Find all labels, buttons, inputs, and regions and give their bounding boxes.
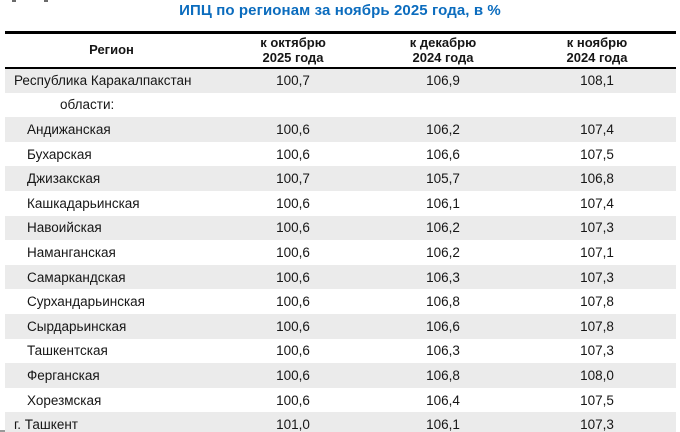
page-title: ИПЦ по регионам за ноябрь 2025 года, в %	[179, 2, 501, 19]
value-cell: 100,6	[276, 343, 310, 359]
value-cell: 100,6	[276, 392, 310, 408]
table-row: Андижанская 100,6 106,2 107,4	[5, 117, 676, 142]
table-row: Наманганская 100,6 106,2 107,1	[5, 240, 676, 265]
value-cell: 106,8	[426, 294, 460, 310]
value-cell: 100,6	[276, 122, 310, 138]
value-cell: 106,4	[426, 392, 460, 408]
table-header-row: Регион к октябрю 2025 года к декабрю 202…	[5, 31, 676, 70]
value-cell: 106,2	[426, 245, 460, 261]
value-cell: 106,1	[426, 417, 460, 432]
table-row: Сырдарьинская 100,6 106,6 107,8	[5, 314, 676, 339]
value-cell: 105,7	[426, 171, 460, 187]
value-cell: 107,3	[580, 220, 614, 236]
region-cell: Самаркандская	[27, 269, 126, 285]
table-row: Ферганская 100,6 106,8 108,0	[5, 363, 676, 388]
value-cell: 106,3	[426, 343, 460, 359]
region-cell: Ташкентская	[27, 343, 108, 359]
value-cell: 100,6	[276, 294, 310, 310]
table-row: Бухарская 100,6 106,6 107,5	[5, 142, 676, 167]
value-cell	[518, 93, 676, 118]
value-cell: 100,6	[276, 245, 310, 261]
region-cell: г. Ташкент	[14, 417, 78, 432]
cropped-border-fragment	[0, 430, 96, 432]
value-cell: 100,7	[276, 171, 310, 187]
table-row: области:	[5, 93, 676, 118]
table-row: Самаркандская 100,6 106,3 107,3	[5, 264, 676, 290]
value-cell	[218, 93, 368, 118]
region-cell: Бухарская	[27, 146, 92, 162]
value-cell: 106,8	[580, 171, 614, 187]
region-cell: Джизакская	[27, 171, 101, 187]
value-cell: 100,6	[276, 368, 310, 384]
ipc-regions-table: Регион к октябрю 2025 года к декабрю 202…	[5, 31, 676, 432]
value-cell: 107,5	[580, 146, 614, 162]
region-cell: области:	[60, 97, 115, 113]
value-cell: 107,3	[580, 417, 614, 432]
table-row: Хорезмская 100,6 106,4 107,5	[5, 388, 676, 413]
table-row: Сурхандарьинская 100,6 106,8 107,8	[5, 289, 676, 314]
value-cell: 106,9	[426, 73, 460, 89]
value-cell: 100,6	[276, 269, 310, 285]
value-cell: 107,4	[580, 195, 614, 211]
value-cell: 106,2	[426, 122, 460, 138]
value-cell: 106,3	[426, 269, 460, 285]
region-cell: Наманганская	[27, 245, 116, 261]
value-cell: 108,1	[580, 73, 614, 89]
header-to-nov-2024: к ноябрю 2024 года	[518, 31, 676, 70]
region-cell: Кашкадарьинская	[27, 195, 140, 211]
cropped-text-fragment	[44, 0, 48, 2]
value-cell: 107,3	[580, 269, 614, 285]
value-cell: 107,8	[580, 318, 614, 334]
table-row: г. Ташкент 101,0 106,1 107,3	[5, 412, 676, 432]
region-cell: Сырдарьинская	[27, 318, 127, 334]
value-cell: 100,6	[276, 195, 310, 211]
table-row: Навоийская 100,6 106,2 107,3	[5, 215, 676, 241]
region-cell: Навоийская	[27, 220, 102, 236]
value-cell: 106,6	[426, 318, 460, 334]
value-cell: 100,6	[276, 146, 310, 162]
table-row: Ташкентская 100,6 106,3 107,3	[5, 339, 676, 364]
value-cell: 107,5	[580, 392, 614, 408]
region-cell: Андижанская	[27, 122, 111, 138]
cropped-text-fragment	[12, 0, 16, 2]
table-row: Республика Каракалпакстан 100,7 106,9 10…	[5, 68, 676, 93]
header-to-oct-2025: к октябрю 2025 года	[218, 31, 368, 70]
value-cell: 107,4	[580, 122, 614, 138]
region-cell: Ферганская	[27, 368, 100, 384]
value-cell: 100,6	[276, 318, 310, 334]
value-cell: 100,7	[276, 73, 310, 89]
table-row: Кашкадарьинская 100,6 106,1 107,4	[5, 191, 676, 216]
value-cell: 107,1	[580, 245, 614, 261]
header-region: Регион	[5, 31, 218, 70]
value-cell	[368, 93, 518, 118]
table-row: Джизакская 100,7 105,7 106,8	[5, 166, 676, 192]
value-cell: 107,3	[580, 343, 614, 359]
value-cell: 107,8	[580, 294, 614, 310]
value-cell: 106,2	[426, 220, 460, 236]
value-cell: 101,0	[276, 417, 310, 432]
value-cell: 106,6	[426, 146, 460, 162]
region-cell: Республика Каракалпакстан	[14, 73, 192, 89]
value-cell: 106,1	[426, 195, 460, 211]
region-cell: Сурхандарьинская	[27, 294, 145, 310]
value-cell: 106,8	[426, 368, 460, 384]
region-cell: Хорезмская	[27, 392, 102, 408]
value-cell: 100,6	[276, 220, 310, 236]
value-cell: 108,0	[580, 368, 614, 384]
header-to-dec-2024: к декабрю 2024 года	[368, 31, 518, 70]
